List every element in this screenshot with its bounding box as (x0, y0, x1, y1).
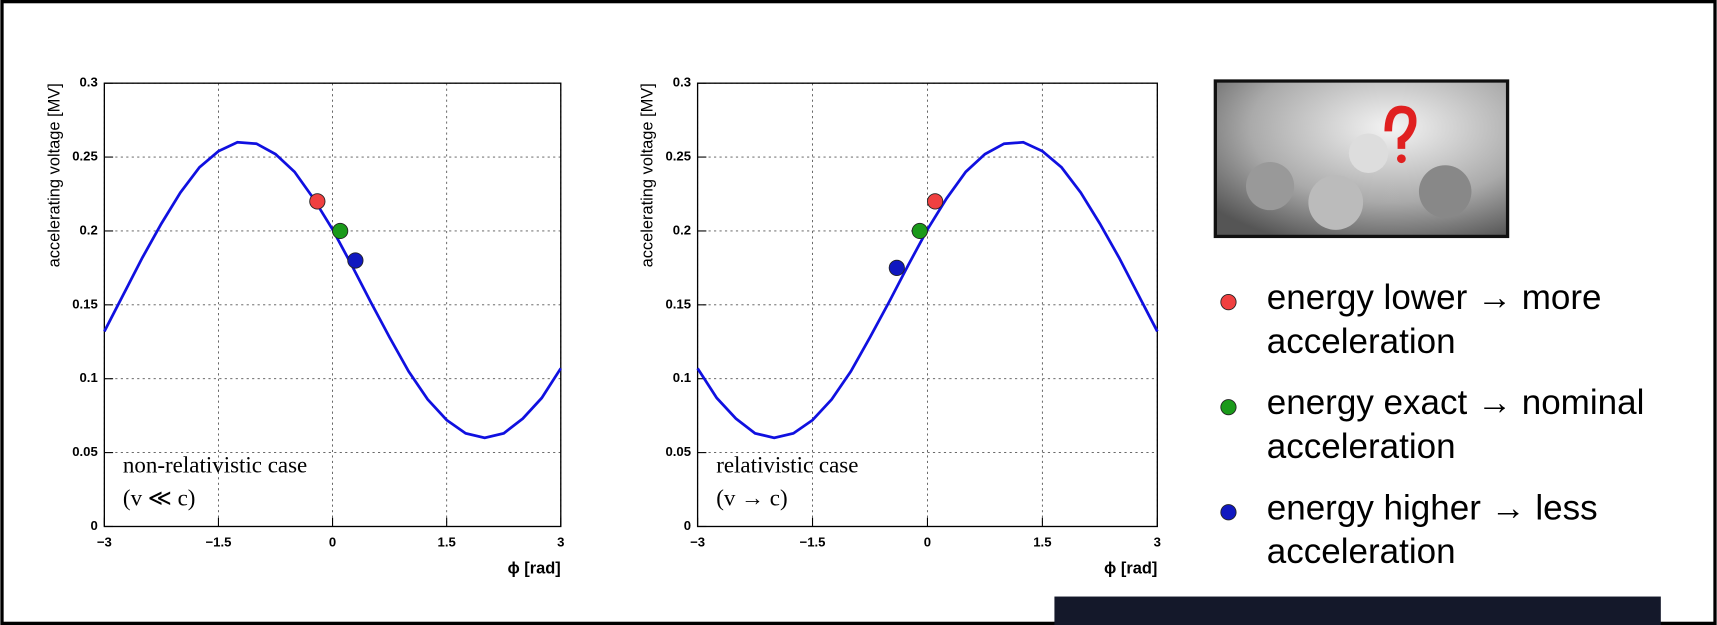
y-tick-label: 0.1 (673, 370, 691, 385)
y-axis-label: accelerating voltage [MV] (45, 83, 63, 267)
y-tick-label: 0.25 (72, 149, 98, 164)
bullet-text: acceleration (1267, 532, 1456, 571)
point (911, 222, 928, 240)
annotation: relativistic case (716, 453, 858, 478)
x-axis-label: ϕ [rad] (507, 560, 560, 578)
x-tick-label: −3 (690, 534, 705, 549)
bullet-text: energy exact → nominal (1267, 383, 1645, 422)
bullet-text: acceleration (1267, 322, 1456, 361)
x-tick-label: 0 (924, 534, 931, 549)
y-tick-label: 0.3 (80, 75, 98, 90)
y-tick-label: 0.15 (72, 296, 98, 311)
plot-frame (103, 82, 562, 528)
x-tick-label: 1.5 (1033, 534, 1051, 549)
bullet-text: acceleration (1267, 427, 1456, 466)
picture (1213, 79, 1510, 239)
y-tick-label: 0.1 (80, 370, 98, 385)
point (332, 222, 349, 240)
y-tick-label: 0.15 (665, 296, 691, 311)
x-tick-label: −1.5 (800, 534, 826, 549)
y-tick-label: 0.25 (665, 149, 691, 164)
x-axis-label: ϕ [rad] (1104, 560, 1157, 578)
point (347, 252, 364, 269)
x-tick-label: 3 (1154, 534, 1161, 549)
y-tick-label: 0 (90, 518, 97, 533)
annotation: non-relativistic case (123, 453, 307, 478)
y-tick-label: 0 (684, 518, 691, 533)
x-tick-label: 1.5 (438, 534, 456, 549)
x-tick-label: −3 (97, 534, 112, 549)
y-tick-label: 0.05 (665, 444, 691, 459)
y-tick-label: 0.2 (673, 222, 691, 237)
y-tick-label: 0.05 (72, 444, 98, 459)
bullet-text: energy higher → less (1267, 488, 1598, 527)
chart: 0 0.05 0.1 0.15 0.2 0.25 0.3 −3 −1.5 0 1.5 3 ϕ [rad]… (639, 75, 1161, 578)
chart: 0 0.05 0.1 0.15 0.2 0.25 0.3 −3 −1.5 0 1.5 3 ϕ [rad]… (45, 75, 564, 578)
bullet-text: energy lower → more (1267, 278, 1602, 317)
bullet-list: energy lower → more acceleration energy ex… (1220, 278, 1645, 571)
bullet-dot (1220, 399, 1237, 416)
annotation: (v → c) (716, 486, 787, 511)
charts: 0 0.05 0.1 0.15 0.2 0.25 0.3 −3 −1.5 0 1.5 3 ϕ [rad]… (45, 75, 1161, 578)
point (309, 193, 326, 210)
y-tick-label: 0.3 (673, 75, 691, 90)
y-tick-label: 0.2 (80, 222, 98, 237)
x-tick-label: 3 (557, 534, 564, 549)
bullet-dot (1220, 504, 1237, 521)
annotation: (v ≪ c) (123, 486, 196, 511)
plot-frame (696, 82, 1158, 528)
point (888, 259, 905, 276)
y-axis-label: accelerating voltage [MV] (639, 83, 657, 267)
point (927, 193, 944, 210)
picture-strip (1054, 596, 1661, 625)
bullet-dot (1220, 294, 1237, 311)
x-tick-label: −1.5 (205, 534, 231, 549)
x-tick-label: 0 (329, 534, 336, 549)
